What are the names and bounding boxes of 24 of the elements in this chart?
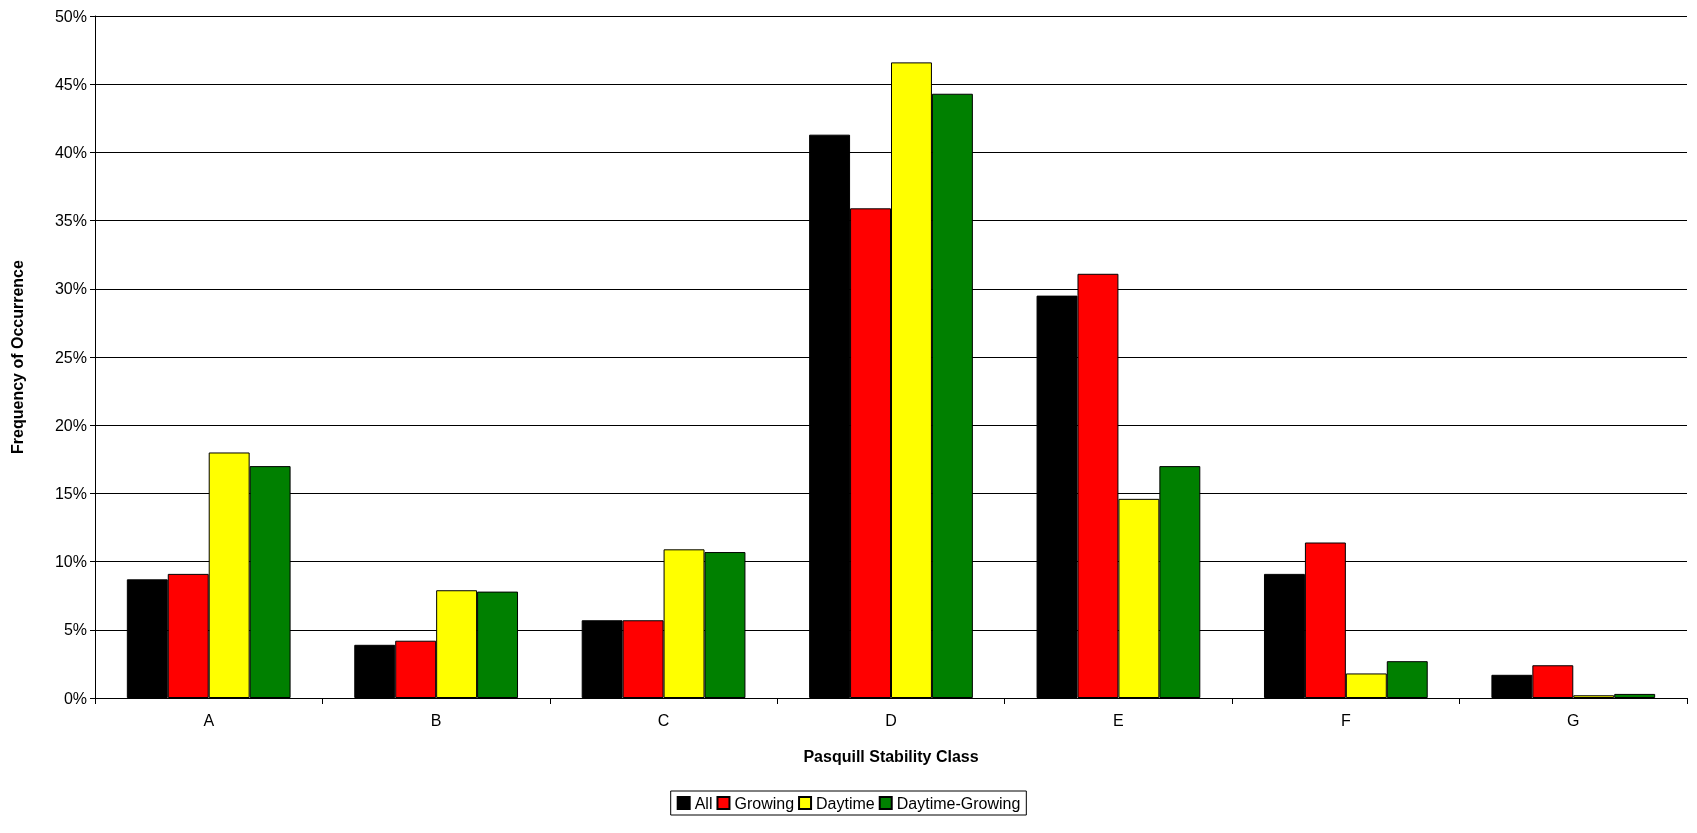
legend-label: Daytime xyxy=(816,794,875,812)
y-tick-label: 20% xyxy=(54,416,87,434)
x-tick-label: F xyxy=(1340,711,1351,729)
y-tick-label: 45% xyxy=(54,75,87,93)
x-tick-label: G xyxy=(1567,711,1580,729)
y-tick-label: 10% xyxy=(54,553,87,571)
x-axis-title: Pasquill Stability Class xyxy=(803,747,979,765)
y-tick-label: 15% xyxy=(54,484,87,502)
y-tick-label: 40% xyxy=(54,143,87,161)
x-tick-label: C xyxy=(657,711,670,729)
x-tick-label: B xyxy=(430,711,442,729)
y-axis-title: Frequency of Occurrence xyxy=(8,259,26,454)
legend-label: Growing xyxy=(734,794,795,812)
x-tick-label: A xyxy=(203,711,215,729)
x-tick-label: D xyxy=(885,711,897,729)
y-tick-label: 25% xyxy=(54,348,87,366)
y-tick-label: 0% xyxy=(63,689,87,707)
y-tick-label: 35% xyxy=(54,212,87,230)
legend-label: Daytime-Growing xyxy=(896,794,1021,812)
y-tick-label: 30% xyxy=(54,280,87,298)
y-tick-label: 5% xyxy=(63,621,87,639)
y-tick-label: 50% xyxy=(54,7,87,25)
legend-label: All xyxy=(694,794,713,812)
x-tick-label: E xyxy=(1113,711,1124,729)
